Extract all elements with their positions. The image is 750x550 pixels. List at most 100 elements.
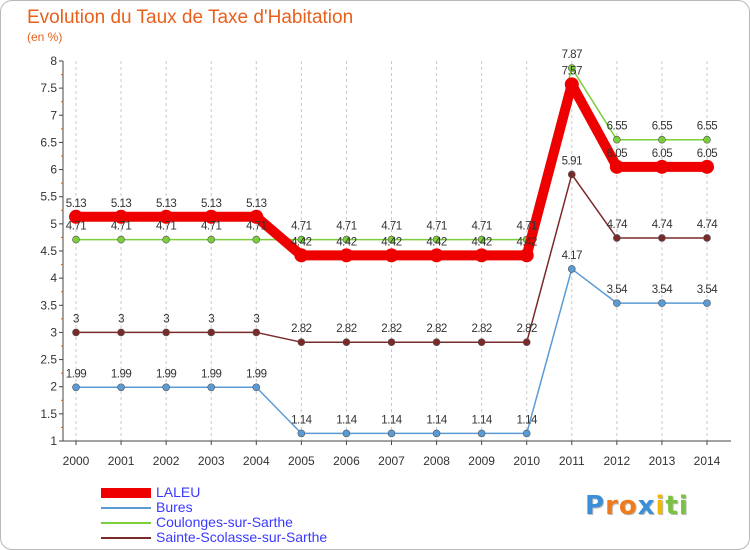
data-point — [297, 338, 306, 347]
data-point — [700, 159, 714, 174]
data-label: 5.91 — [562, 155, 582, 167]
data-point — [474, 248, 489, 263]
data-point — [162, 383, 170, 392]
data-label: 3 — [253, 313, 259, 325]
y-tick-label: 7.5 — [40, 81, 57, 95]
data-label: 2.82 — [517, 323, 537, 335]
data-label: 1.14 — [471, 414, 492, 426]
data-point — [72, 235, 80, 244]
y-tick-label: 5 — [50, 217, 57, 231]
data-label: 4.42 — [517, 236, 537, 248]
data-label: 1.99 — [246, 368, 266, 380]
y-tick-label: 2 — [50, 380, 57, 394]
legend-swatch — [101, 507, 151, 509]
data-point — [297, 429, 306, 438]
data-point — [297, 235, 306, 244]
data-label: 1.14 — [381, 414, 402, 426]
x-tick-label: 2004 — [243, 454, 270, 468]
x-tick-label: 2014 — [694, 454, 721, 468]
data-label: 4.71 — [471, 221, 491, 233]
data-label: 4.71 — [246, 221, 266, 233]
y-tick-label: 3 — [50, 325, 57, 339]
data-point — [117, 383, 125, 392]
data-point — [522, 338, 531, 347]
data-point — [339, 248, 354, 263]
y-tick-label: 8 — [50, 54, 57, 68]
chart-subtitle: (en %) — [27, 30, 63, 44]
data-label: 1.14 — [336, 414, 357, 426]
data-point — [609, 159, 624, 174]
logo-letter: i — [655, 491, 666, 521]
data-point — [159, 209, 174, 224]
data-label: 1.99 — [156, 368, 176, 380]
data-label: 1.99 — [201, 368, 221, 380]
data-label: 2.82 — [291, 323, 311, 335]
y-tick-label: 1 — [50, 434, 57, 448]
data-label: 6.55 — [607, 121, 627, 133]
data-label: 3 — [73, 313, 79, 325]
data-point — [117, 328, 125, 337]
data-label: 1.14 — [291, 414, 312, 426]
data-point — [703, 135, 711, 144]
data-point — [207, 328, 216, 337]
x-tick-label: 2002 — [153, 454, 180, 468]
x-tick-label: 2009 — [468, 454, 495, 468]
data-label: 4.74 — [697, 219, 718, 231]
y-tick-label: 4 — [50, 271, 57, 285]
data-point — [342, 338, 351, 347]
data-point — [613, 299, 621, 307]
legend-item: Coulonges-sur-Sarthe — [101, 514, 401, 530]
data-point — [249, 209, 264, 224]
data-label: 4.71 — [201, 221, 221, 233]
data-label: 5.13 — [201, 198, 221, 210]
data-label: 3.54 — [607, 284, 628, 296]
data-point — [567, 170, 576, 179]
data-point — [432, 338, 441, 347]
data-label: 1.99 — [66, 368, 86, 380]
data-label: 7.57 — [562, 65, 582, 77]
data-point — [567, 64, 576, 72]
data-point — [72, 328, 80, 337]
data-label: 6.05 — [607, 148, 627, 160]
data-label: 4.71 — [336, 221, 356, 233]
legend-swatch — [101, 537, 151, 539]
data-point — [204, 209, 219, 224]
x-tick-label: 2000 — [63, 454, 90, 468]
data-label: 4.71 — [381, 221, 401, 233]
y-tick-label: 7 — [50, 108, 57, 122]
x-tick-label: 2011 — [559, 454, 585, 468]
data-label: 3 — [118, 313, 124, 325]
data-point — [387, 338, 396, 347]
data-label: 5.13 — [66, 198, 86, 210]
data-label: 4.74 — [607, 219, 628, 231]
data-point — [387, 235, 396, 244]
data-point — [613, 135, 621, 144]
data-point — [69, 209, 83, 224]
x-tick-label: 2001 — [108, 454, 135, 468]
proxiti-logo: Proxiti — [585, 491, 689, 521]
logo-letter: r — [605, 491, 619, 521]
data-label: 4.71 — [426, 221, 446, 233]
data-point — [207, 383, 216, 392]
legend-item: LALEU — [101, 484, 401, 500]
data-label: 1.99 — [111, 368, 131, 380]
data-point — [162, 235, 170, 244]
legend-label: Bures — [156, 499, 193, 515]
legend-item: Bures — [101, 499, 401, 515]
data-label: 6.05 — [697, 148, 717, 160]
data-point — [294, 248, 309, 263]
data-label: 5.13 — [111, 198, 131, 210]
y-tick-label: 6 — [50, 163, 57, 177]
legend-swatch — [101, 522, 151, 524]
y-tick-label: 1.5 — [40, 407, 57, 421]
x-tick-label: 2008 — [423, 454, 450, 468]
x-tick-label: 2013 — [649, 454, 676, 468]
data-point — [703, 299, 711, 307]
data-label: 3 — [208, 313, 214, 325]
data-point — [658, 299, 666, 307]
data-label: 4.71 — [517, 221, 537, 233]
data-label: 1.14 — [517, 414, 538, 426]
data-label: 4.74 — [652, 219, 673, 231]
data-label: 4.71 — [111, 221, 131, 233]
data-point — [72, 383, 80, 392]
